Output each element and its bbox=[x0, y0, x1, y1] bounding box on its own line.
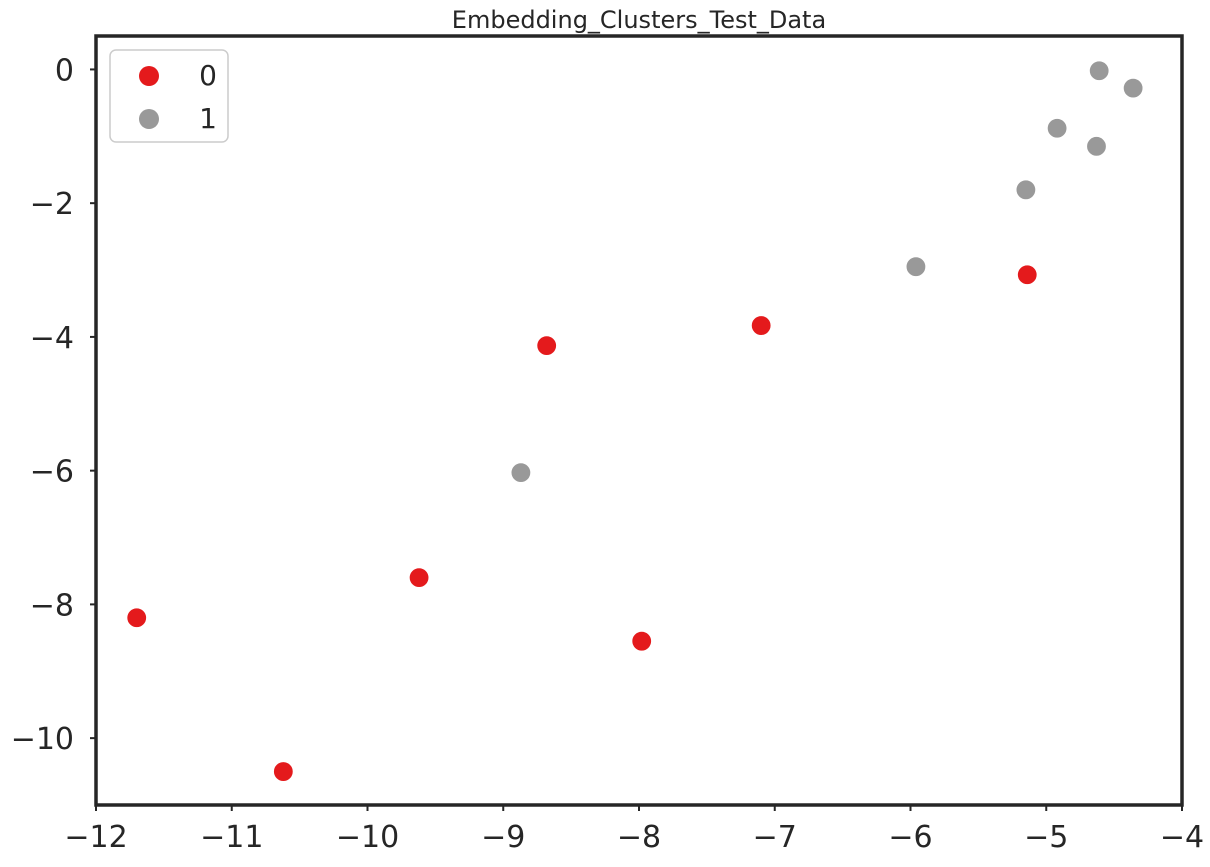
data-point-series-1 bbox=[510, 462, 532, 484]
x-tick-label: −5 bbox=[1024, 820, 1068, 855]
data-point-series-1 bbox=[1046, 117, 1068, 139]
y-tick-label: −8 bbox=[30, 588, 74, 623]
legend: 01 bbox=[109, 49, 229, 143]
data-point-series-0 bbox=[408, 567, 430, 589]
y-tick-label: −2 bbox=[30, 187, 74, 222]
data-point-series-1 bbox=[905, 256, 927, 278]
x-tick-label: −7 bbox=[753, 820, 797, 855]
data-point-series-0 bbox=[750, 314, 772, 337]
x-tick-label: −12 bbox=[64, 820, 127, 855]
y-tick-label: 0 bbox=[55, 53, 74, 88]
data-point-series-0 bbox=[272, 760, 294, 783]
x-tick-label: −9 bbox=[481, 820, 525, 855]
data-point-series-0 bbox=[126, 607, 148, 629]
x-tick-label: −4 bbox=[1160, 820, 1204, 855]
data-point-series-1 bbox=[1015, 179, 1037, 201]
chart-title: Embedding_Clusters_Test_Data bbox=[452, 6, 826, 34]
data-point-series-0 bbox=[1016, 264, 1038, 286]
legend-label-0: 0 bbox=[199, 59, 217, 92]
legend-marker-1 bbox=[139, 109, 159, 129]
data-point-series-0 bbox=[631, 630, 653, 652]
legend-label-1: 1 bbox=[199, 102, 217, 135]
data-point-series-1 bbox=[1088, 60, 1110, 82]
y-tick-label: −4 bbox=[30, 321, 74, 356]
legend-marker-0 bbox=[139, 66, 159, 86]
ticks-layer: −12 −11 −10 −9 −8 −7 −6 −5 −4 0 −2 −4 −6 −8 −10 bbox=[11, 53, 1204, 855]
x-tick-label: −6 bbox=[888, 820, 932, 855]
data-point-series-1 bbox=[1122, 77, 1144, 99]
x-tick-label: −8 bbox=[617, 820, 661, 855]
x-tick-label: −11 bbox=[200, 820, 263, 855]
plot-frame bbox=[94, 34, 1184, 807]
y-tick-label: −10 bbox=[11, 722, 74, 757]
y-tick-label: −6 bbox=[30, 455, 74, 490]
points-layer bbox=[126, 60, 1144, 783]
data-point-series-0 bbox=[536, 335, 558, 357]
data-point-series-1 bbox=[1085, 135, 1108, 157]
x-tick-label: −10 bbox=[336, 820, 399, 855]
